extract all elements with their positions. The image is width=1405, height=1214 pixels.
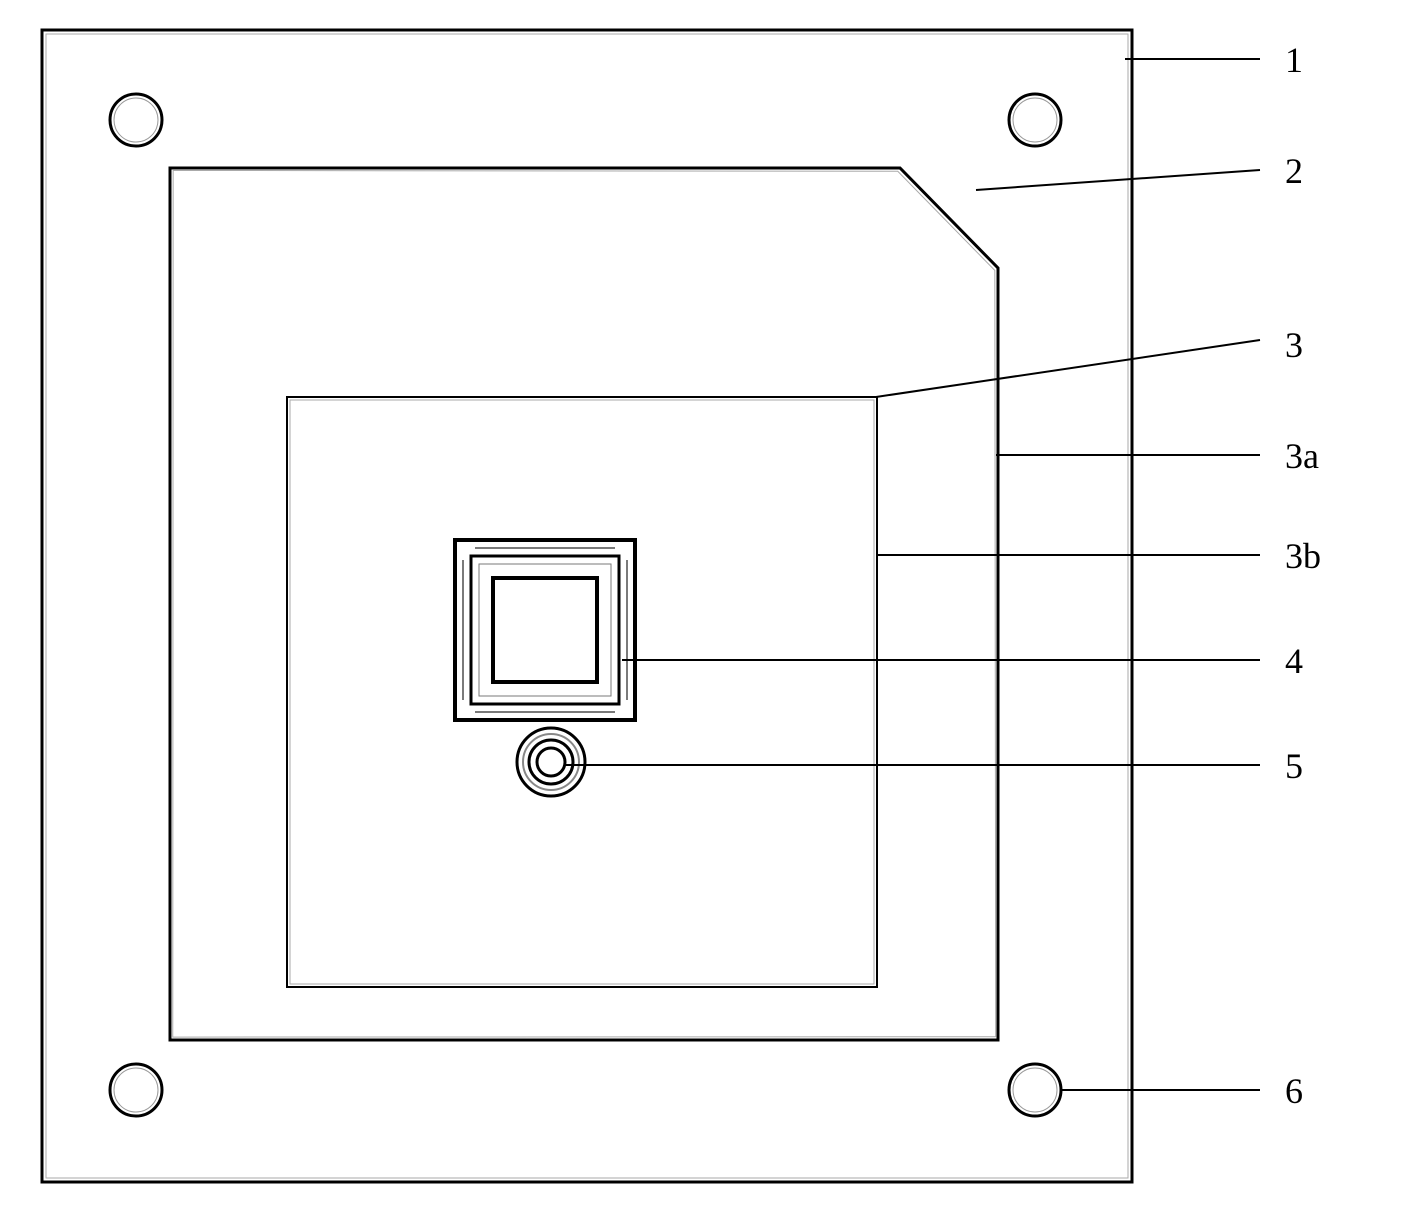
label-L5: 5 bbox=[1285, 746, 1303, 786]
label-L3a: 3 bbox=[1285, 325, 1303, 365]
label-L1: 1 bbox=[1285, 40, 1303, 80]
label-L6: 6 bbox=[1285, 1071, 1303, 1111]
label-L2: 2 bbox=[1285, 151, 1303, 191]
label-L4: 4 bbox=[1285, 641, 1303, 681]
label-L3c: 3b bbox=[1285, 536, 1321, 576]
label-L3b: 3a bbox=[1285, 436, 1319, 476]
